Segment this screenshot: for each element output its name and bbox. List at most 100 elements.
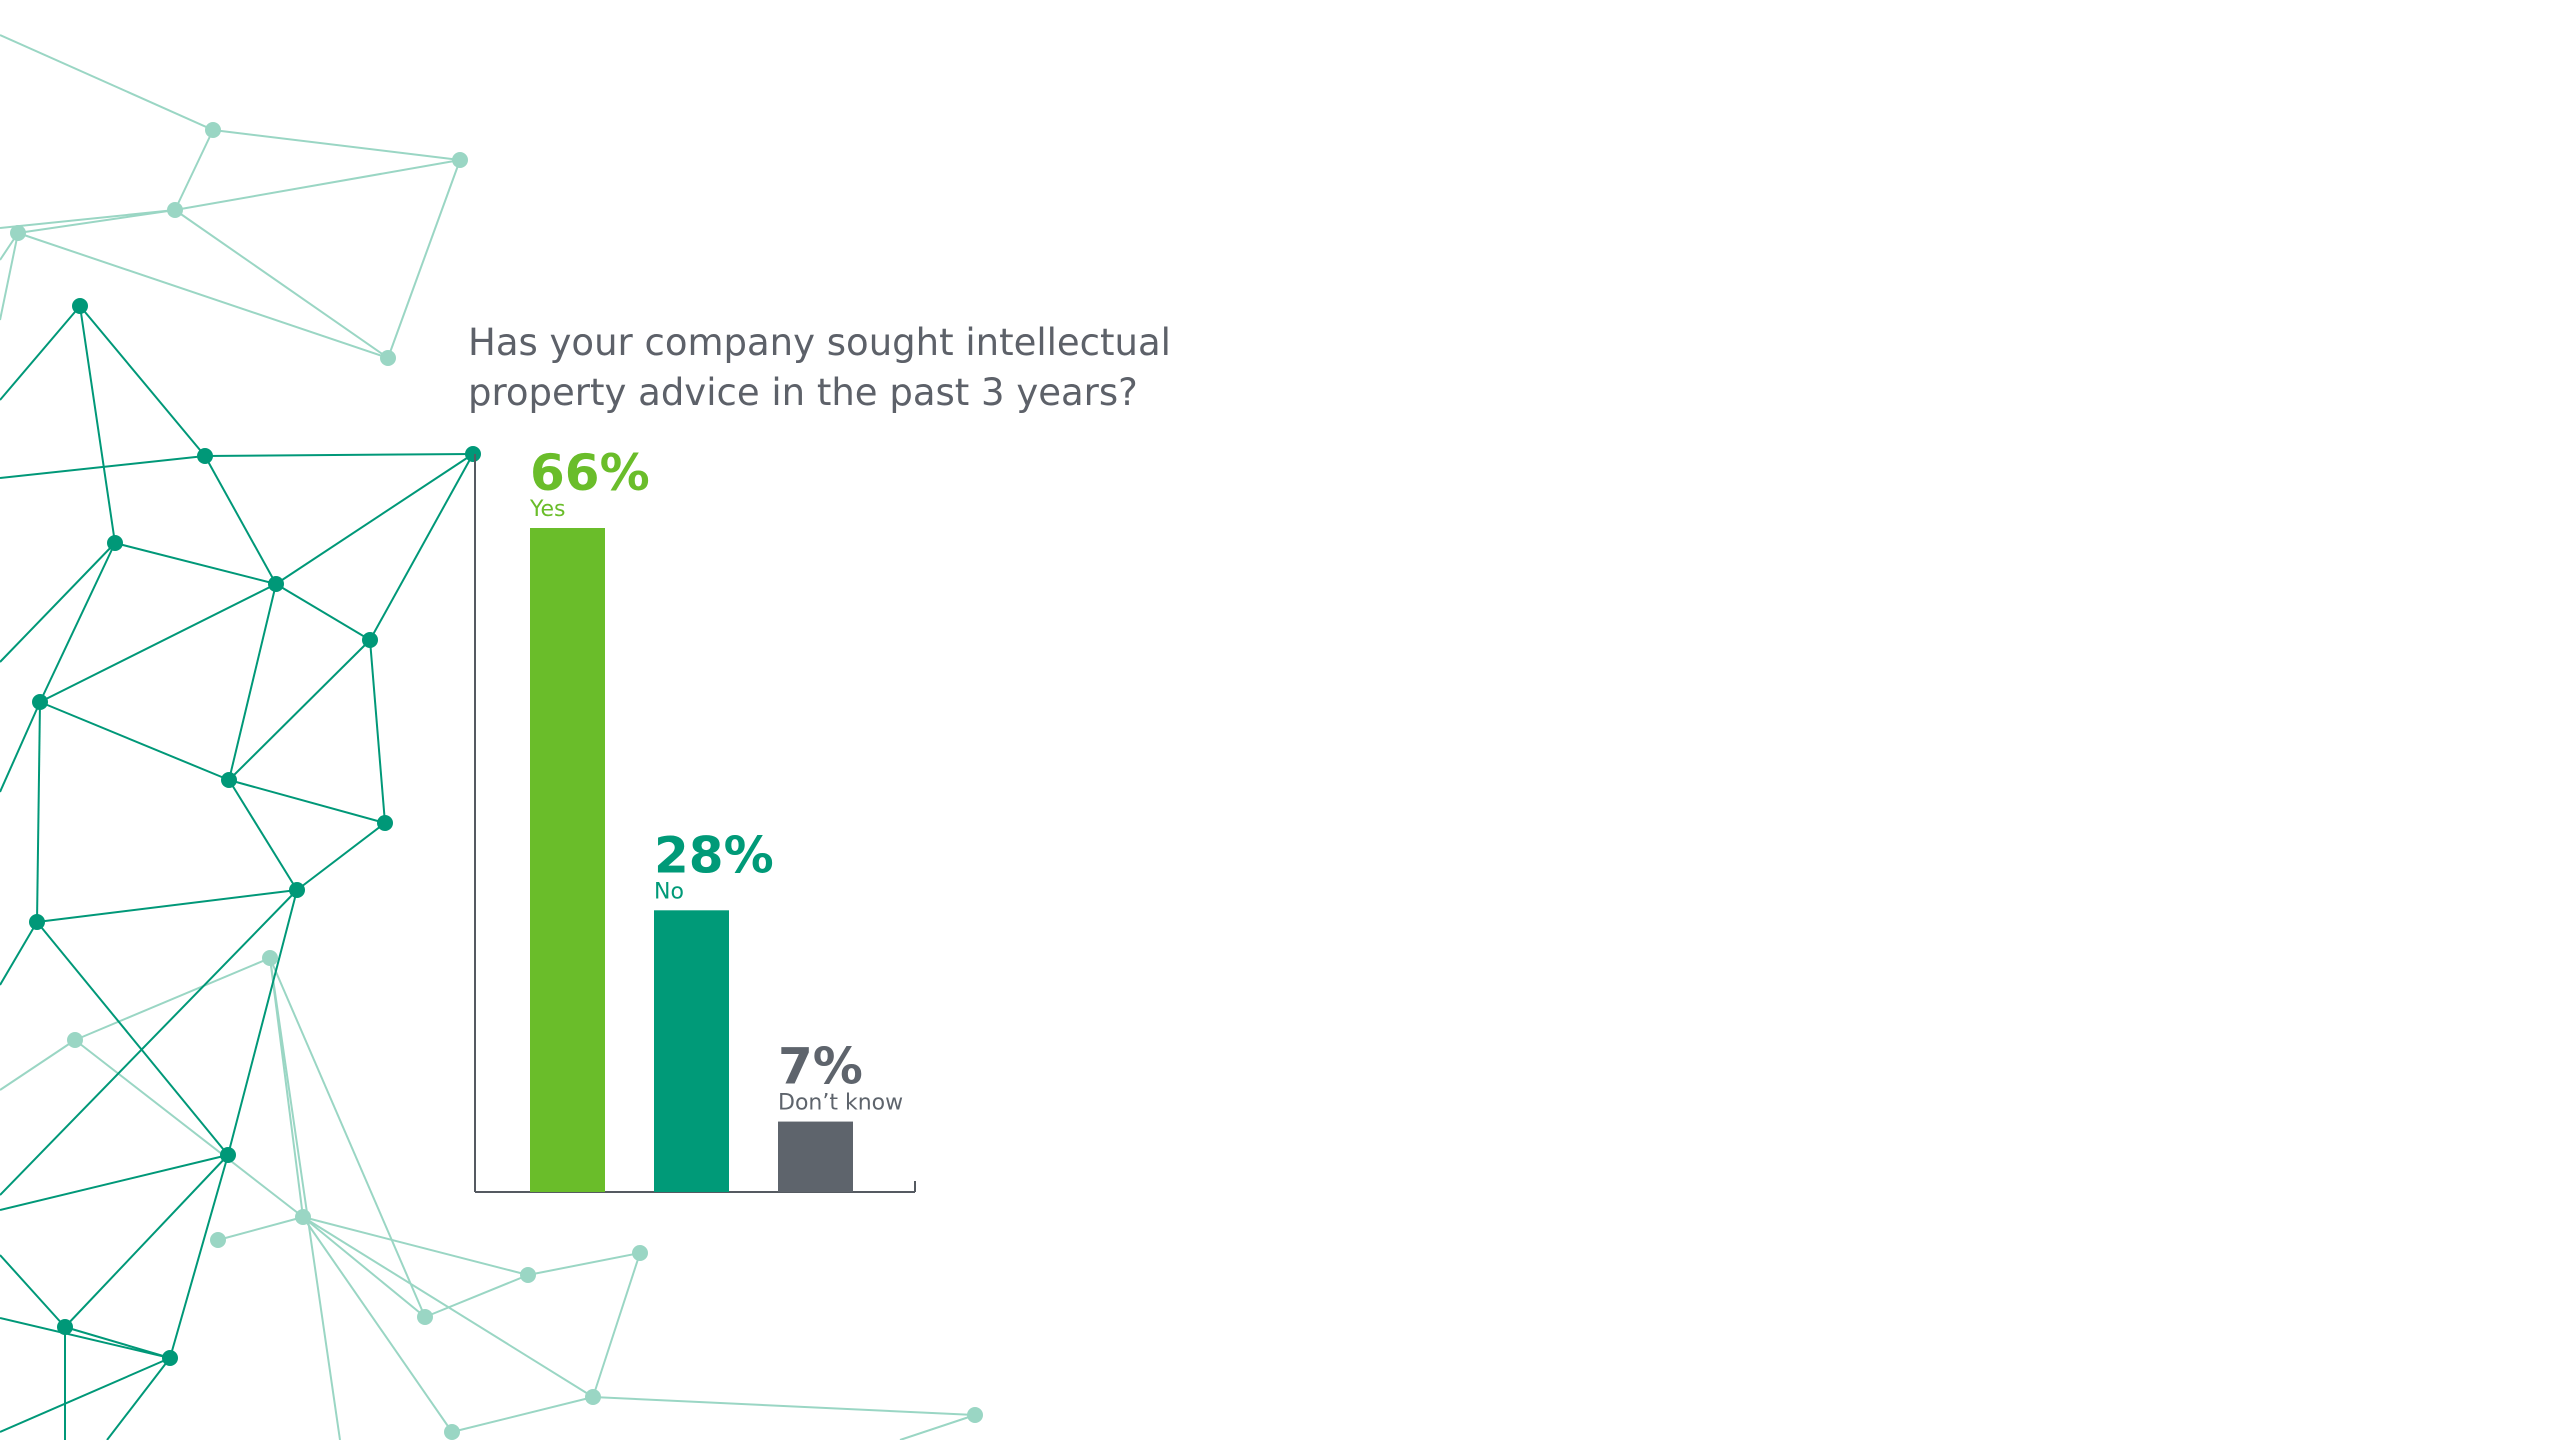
network-node — [632, 1245, 648, 1261]
network-line — [36, 701, 41, 923]
network-node — [205, 122, 221, 138]
bar-category-label: Don’t know — [778, 1091, 903, 1116]
network-node — [380, 350, 396, 366]
network-line — [114, 542, 277, 585]
network-line — [275, 583, 371, 641]
network-line — [0, 34, 214, 131]
network-dark-lines — [0, 305, 474, 1440]
bar-value-label: 7% — [778, 1038, 863, 1096]
network-line — [212, 129, 461, 161]
network-line — [204, 453, 474, 457]
network-node — [452, 152, 468, 168]
bars: 66%Yes 28%No 7%Don’t know — [529, 444, 903, 1192]
network-line — [302, 1216, 426, 1318]
network-node — [268, 576, 284, 592]
network-line — [79, 305, 116, 544]
network-line — [0, 1317, 171, 1359]
network-line — [228, 639, 371, 781]
network-line — [592, 1396, 976, 1416]
bar — [778, 1121, 853, 1192]
network-line — [424, 1274, 529, 1318]
network-line — [0, 1154, 229, 1211]
network-node — [295, 1209, 311, 1225]
bar-category-label: No — [654, 879, 684, 904]
network-line — [169, 1154, 229, 1359]
network-node — [220, 1147, 236, 1163]
network-line — [592, 1252, 641, 1398]
network-line — [228, 779, 386, 824]
network-line — [387, 159, 461, 359]
network-line — [275, 453, 474, 585]
network-node — [585, 1389, 601, 1405]
network-line — [0, 889, 298, 1196]
network-line — [302, 1216, 529, 1276]
network-line — [296, 822, 386, 891]
network-line — [64, 1326, 171, 1359]
network-node — [362, 632, 378, 648]
network-line — [0, 1254, 66, 1328]
network-node — [417, 1309, 433, 1325]
bar-value-label: 66% — [530, 444, 650, 502]
network-line — [174, 129, 214, 211]
network-node — [377, 815, 393, 831]
network-line — [527, 1252, 641, 1276]
network-line — [369, 453, 474, 641]
network-line — [451, 1396, 594, 1433]
network-line — [0, 1039, 76, 1091]
network-node — [162, 1350, 178, 1366]
network-line — [0, 305, 81, 401]
network-line — [36, 921, 229, 1156]
network-node — [67, 1032, 83, 1048]
network-line — [899, 1414, 976, 1440]
network-line — [204, 455, 277, 585]
network-line — [79, 305, 206, 457]
network-line — [369, 639, 386, 824]
network-line — [217, 1216, 304, 1241]
network-line — [36, 889, 298, 923]
network-line — [39, 701, 230, 781]
network-line — [74, 1039, 304, 1218]
network-node — [262, 950, 278, 966]
network-node — [72, 298, 88, 314]
network-light-lines — [0, 34, 976, 1440]
network-line — [227, 889, 298, 1156]
network-line — [106, 1357, 171, 1440]
network-line — [0, 1357, 171, 1433]
network-node — [520, 1267, 536, 1283]
network-node — [29, 914, 45, 930]
network-node — [32, 694, 48, 710]
network-line — [17, 232, 389, 359]
network-line — [0, 232, 19, 321]
network-line — [228, 583, 277, 781]
network-node — [967, 1407, 983, 1423]
network-line — [0, 701, 41, 793]
network-node — [57, 1319, 73, 1335]
network-line — [64, 1154, 229, 1328]
network-node — [10, 225, 26, 241]
network-line — [39, 542, 116, 703]
network-node — [107, 535, 123, 551]
network-line — [228, 779, 298, 891]
network-node — [221, 772, 237, 788]
network-line — [74, 957, 271, 1041]
bar — [530, 528, 605, 1192]
chart-title: Has your company sought intellectual pro… — [468, 321, 1171, 414]
network-line — [269, 957, 341, 1440]
network-line — [174, 159, 461, 211]
network-node — [210, 1232, 226, 1248]
network-line — [269, 957, 426, 1318]
network-line — [0, 455, 206, 479]
network-node — [197, 448, 213, 464]
network-line — [0, 921, 38, 986]
network-node — [465, 446, 481, 462]
network-node — [289, 882, 305, 898]
network-line — [302, 1216, 453, 1433]
network-line — [0, 542, 116, 663]
network-line — [174, 209, 389, 359]
network-line — [0, 209, 176, 229]
network-line — [17, 209, 176, 234]
network-node — [167, 202, 183, 218]
